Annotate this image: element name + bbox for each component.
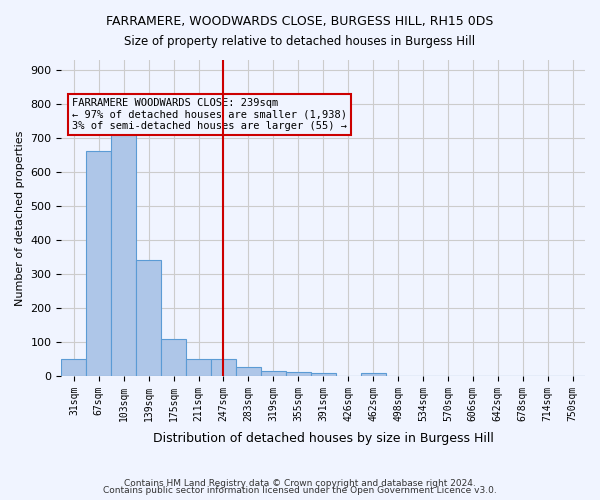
- Bar: [61, 359, 86, 376]
- Text: Contains public sector information licensed under the Open Government Licence v3: Contains public sector information licen…: [103, 486, 497, 495]
- Bar: [136, 260, 161, 376]
- Y-axis label: Number of detached properties: Number of detached properties: [15, 130, 25, 306]
- X-axis label: Distribution of detached houses by size in Burgess Hill: Distribution of detached houses by size …: [153, 432, 494, 445]
- Bar: [111, 121, 136, 376]
- Bar: [236, 368, 261, 376]
- Bar: [161, 339, 186, 376]
- Text: Contains HM Land Registry data © Crown copyright and database right 2024.: Contains HM Land Registry data © Crown c…: [124, 478, 476, 488]
- Bar: [361, 373, 386, 376]
- Text: FARRAMERE WOODWARDS CLOSE: 239sqm
← 97% of detached houses are smaller (1,938)
3: FARRAMERE WOODWARDS CLOSE: 239sqm ← 97% …: [72, 98, 347, 131]
- Bar: [286, 372, 311, 376]
- Bar: [261, 371, 286, 376]
- Text: Size of property relative to detached houses in Burgess Hill: Size of property relative to detached ho…: [124, 35, 476, 48]
- Bar: [186, 359, 211, 376]
- Text: FARRAMERE, WOODWARDS CLOSE, BURGESS HILL, RH15 0DS: FARRAMERE, WOODWARDS CLOSE, BURGESS HILL…: [106, 15, 494, 28]
- Bar: [86, 150, 111, 376]
- Bar: [311, 372, 335, 376]
- Bar: [211, 359, 236, 376]
